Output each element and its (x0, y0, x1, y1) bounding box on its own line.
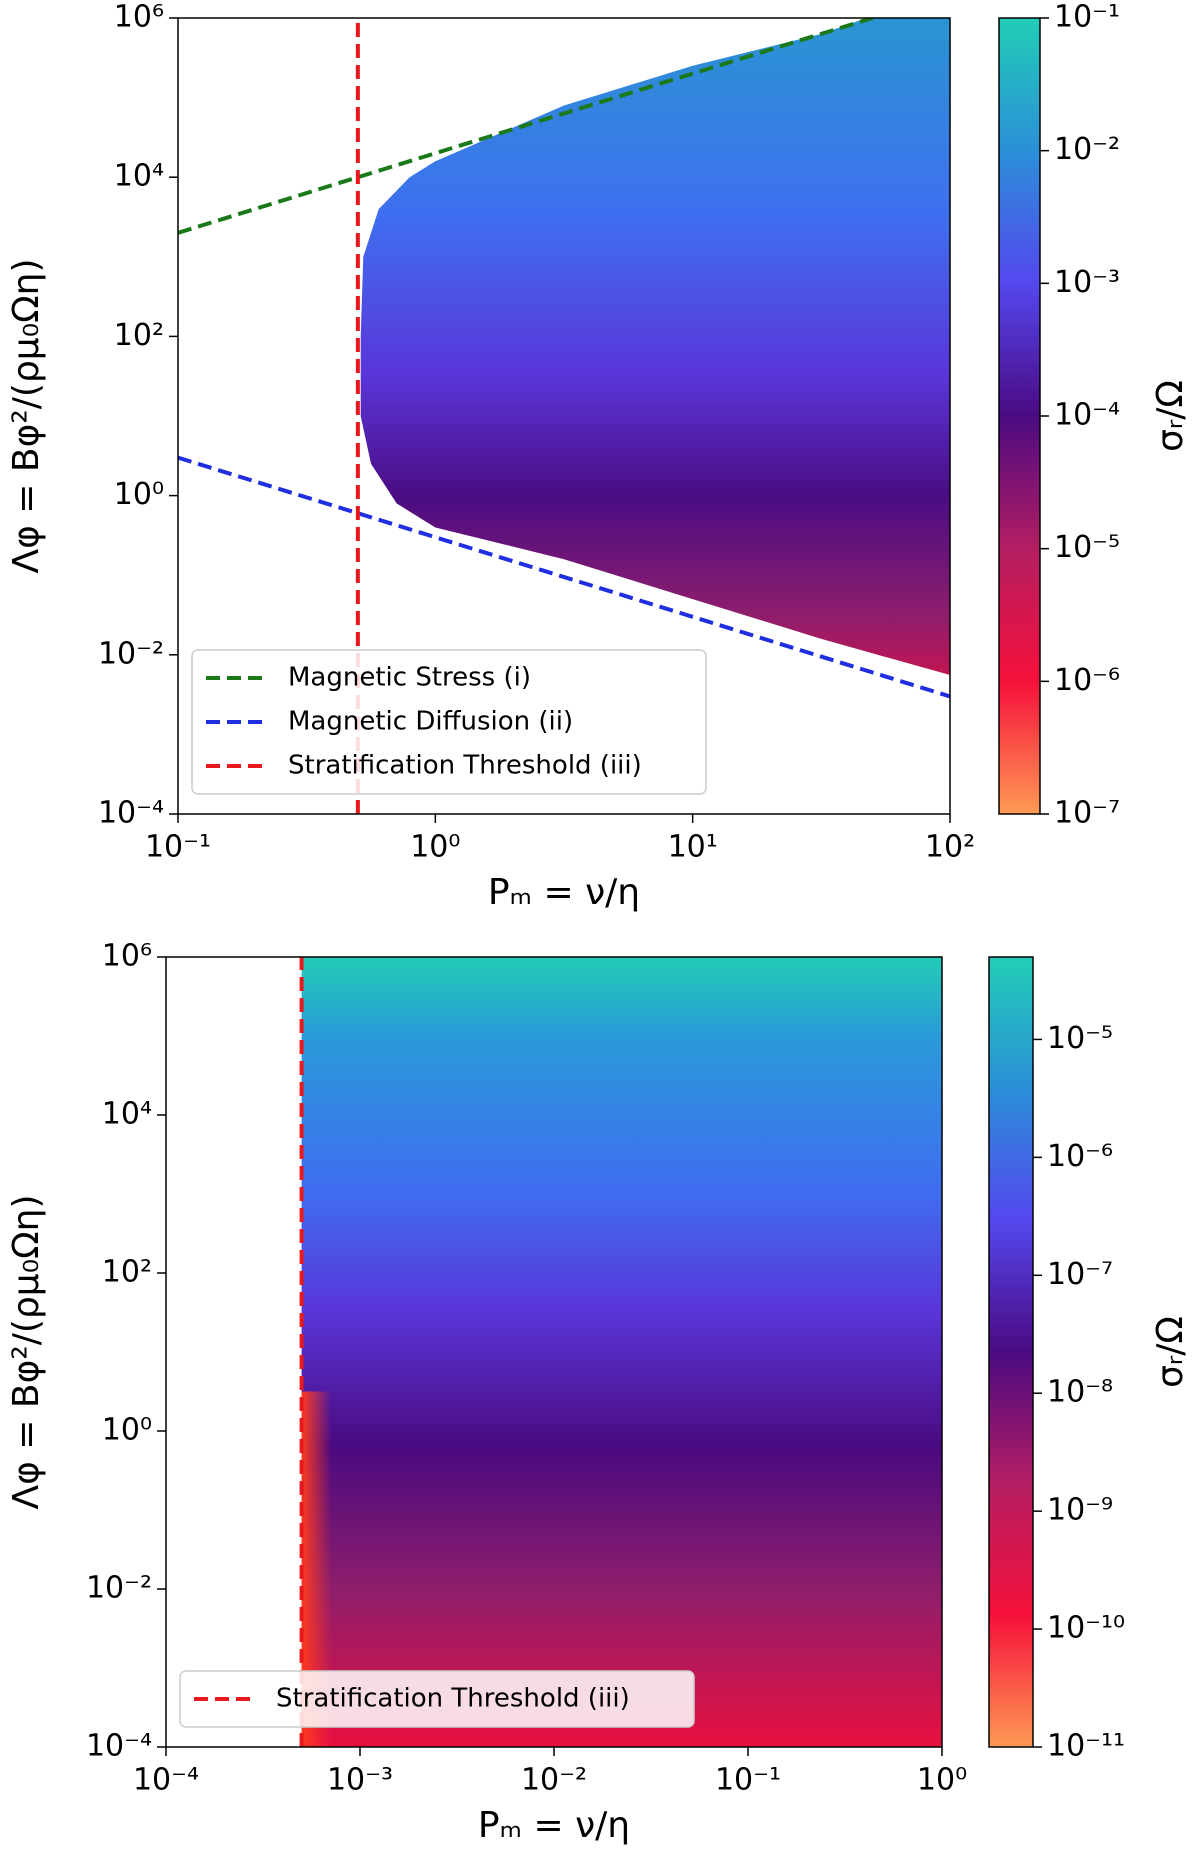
y-axis-label: Λφ = Bφ²/(ρμ₀Ωη) (6, 258, 47, 573)
colorbar-tick-label: 10⁻⁵ (1047, 1021, 1113, 1056)
x-axis-label: Pₘ = ν/η (488, 872, 640, 913)
plot-frame (177, 17, 951, 815)
y-tick-label: 10⁻⁴ (98, 796, 164, 831)
colorbar-label: σᵣ/Ω (1150, 380, 1191, 452)
y-tick-label: 10⁰ (102, 1413, 152, 1448)
dashed-line (178, 455, 950, 699)
colorbar-tick-label: 10⁻¹¹ (1047, 1729, 1125, 1764)
dashed-line (178, 18, 874, 235)
y-tick-label: 10² (102, 1255, 152, 1290)
legend-label: Magnetic Diffusion (ii) (288, 707, 573, 737)
colorbar-tick-label: 10⁻³ (1054, 265, 1120, 300)
colorbar-tick-label: 10⁻¹ (1054, 0, 1120, 35)
colorbar-tick-label: 10⁻⁶ (1054, 663, 1120, 698)
legend-box (191, 649, 707, 795)
colorbar-tick-label: 10⁻² (1054, 132, 1120, 167)
legend-label: Stratification Threshold (iii) (276, 1684, 630, 1714)
colorbar-tick-label: 10⁻¹⁰ (1047, 1611, 1125, 1646)
x-tick-label: 10⁻¹ (715, 1763, 781, 1798)
field (360, 18, 950, 676)
colorbar-tick-label: 10⁻⁷ (1047, 1257, 1113, 1292)
x-tick-label: 10⁰ (917, 1763, 967, 1798)
y-tick-label: 10⁶ (102, 939, 152, 974)
colorbar-tick-label: 10⁻⁷ (1054, 796, 1120, 831)
legend-box (179, 1670, 695, 1728)
x-tick-label: 10² (925, 830, 975, 865)
colorbar-tick-label: 10⁻⁶ (1047, 1139, 1113, 1174)
y-tick-label: 10⁰ (114, 477, 164, 512)
y-tick-label: 10⁴ (102, 1097, 152, 1132)
y-tick-label: 10² (114, 318, 164, 353)
legend-label: Stratification Threshold (iii) (288, 751, 642, 781)
x-tick-label: 10¹ (668, 830, 718, 865)
colorbar-label: σᵣ/Ω (1150, 1316, 1191, 1388)
colorbar (988, 956, 1034, 1748)
field (301, 957, 942, 1747)
y-tick-label: 10⁻² (98, 636, 164, 671)
x-tick-label: 10⁻⁴ (133, 1763, 199, 1798)
colorbar (998, 17, 1041, 815)
y-tick-label: 10⁻⁴ (86, 1729, 152, 1764)
y-tick-label: 10⁻² (86, 1571, 152, 1606)
x-tick-label: 10⁻² (521, 1763, 587, 1798)
y-tick-label: 10⁴ (114, 159, 164, 194)
colorbar-tick-label: 10⁻⁸ (1047, 1375, 1113, 1410)
x-axis-label: Pₘ = ν/η (478, 1805, 630, 1846)
x-tick-label: 10⁰ (410, 830, 460, 865)
colorbar-tick-label: 10⁻⁹ (1047, 1493, 1113, 1528)
x-tick-label: 10⁻³ (327, 1763, 393, 1798)
y-tick-label: 10⁶ (114, 0, 164, 35)
legend-label: Magnetic Stress (i) (288, 663, 531, 693)
colorbar-tick-label: 10⁻⁵ (1054, 530, 1120, 565)
colorbar-tick-label: 10⁻⁴ (1054, 398, 1120, 433)
x-tick-label: 10⁻¹ (145, 830, 211, 865)
y-axis-label: Λφ = Bφ²/(ρμ₀Ωη) (6, 1194, 47, 1509)
